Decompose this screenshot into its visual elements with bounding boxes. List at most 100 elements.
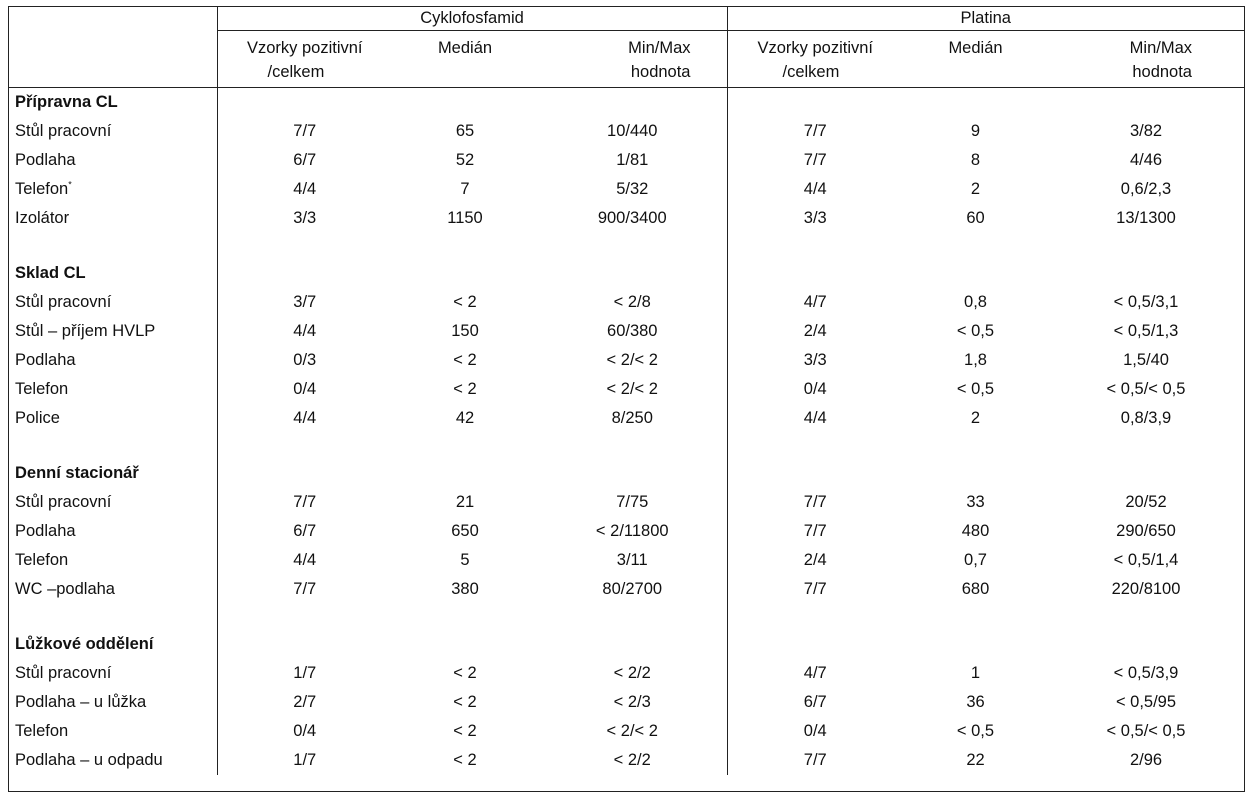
cyclo-median-cell: 5: [460, 551, 470, 569]
cyclo-positive-cell: 1/7: [216, 659, 392, 688]
platina-minmax-cell: 3/82: [1129, 122, 1163, 140]
cyclo-median-cell: < 2: [453, 380, 477, 398]
row-label: Telefon: [9, 375, 217, 404]
cyclo-median-cell: < 2: [453, 664, 477, 682]
row-label: Telefon*: [9, 175, 217, 204]
cyclo-positive-cell: 4/4: [216, 546, 392, 575]
platina-median-cell: 60: [966, 209, 985, 227]
cyclo-median-cell: 380: [451, 580, 479, 598]
platina-minmax-cell: 4/46: [1129, 151, 1163, 169]
col-header-cyclo-minmax: Min/Max: [628, 39, 691, 57]
table-row: WC –podlaha 7/7 380 80/2700 7/7 680 220/8100: [9, 575, 1244, 604]
row-label-text: Stůl – příjem HVLP: [15, 322, 156, 340]
platina-minmax-cell: 2/96: [1129, 751, 1163, 769]
cyclo-median-cell: < 2: [453, 751, 477, 769]
platina-median-cell: 1,8: [964, 351, 987, 369]
col-header-cyclo-minmax-line2: hodnota: [538, 58, 727, 88]
cyclo-minmax-cell: 900/3400: [597, 209, 667, 227]
cyclo-minmax-cell: 10/440: [607, 122, 658, 140]
row-label-text: Podlaha – u odpadu: [15, 751, 163, 769]
section-spacer: [9, 433, 1244, 459]
cyclo-median-cell: 65: [455, 122, 475, 140]
cyclo-minmax-cell: < 2/8: [613, 293, 651, 311]
cyclo-median-cell: 52: [455, 151, 475, 169]
row-label-text: Podlaha: [15, 151, 76, 169]
platina-median-cell: 0,7: [964, 551, 987, 569]
platina-minmax-cell: < 0,5/1,3: [1113, 322, 1179, 340]
row-label-text: Stůl pracovní: [15, 293, 112, 311]
section-spacer: [9, 604, 1244, 630]
row-label: Telefon: [9, 717, 217, 746]
table-row: Podlaha – u odpadu 1/7 < 2 < 2/2 7/7 22 2/96: [9, 746, 1244, 775]
row-label: Izolátor: [9, 204, 217, 233]
col-header-platina-minmax-line2: hodnota: [1048, 58, 1244, 88]
group-header-cyclophosphamide: Cyklofosfamid: [216, 7, 727, 31]
platina-positive-cell: 4/4: [726, 404, 903, 433]
platina-positive-cell: 7/7: [726, 517, 903, 546]
table-row: Stůl – příjem HVLP 4/4 150 60/380 2/4 < 0,5 < …: [9, 317, 1244, 346]
section-title: Přípravna CL: [15, 93, 118, 111]
platina-positive-cell: 2/4: [726, 317, 903, 346]
cyclo-median-cell: 150: [451, 322, 479, 340]
cyclo-positive-cell: 1/7: [216, 746, 392, 775]
platina-median-cell: 33: [966, 493, 985, 511]
table-row: Stůl pracovní 7/7 21 7/75 7/7 33 20/52: [9, 488, 1244, 517]
row-label-text: Podlaha – u lůžka: [15, 693, 147, 711]
cyclo-positive-cell: 6/7: [216, 146, 392, 175]
table-row: Telefon* 4/4 7 5/32 4/4 2 0,6/2,3: [9, 175, 1244, 204]
table-row: Izolátor 3/3 1150 900/3400 3/3 60 13/1300: [9, 204, 1244, 233]
cyclo-minmax-cell: 5/32: [616, 180, 649, 198]
row-label-text: Stůl pracovní: [15, 122, 112, 140]
platina-positive-cell: 7/7: [726, 746, 903, 775]
cyclo-median-cell: < 2: [453, 693, 477, 711]
platina-median-cell: 8: [970, 151, 981, 169]
row-label: Stůl pracovní: [9, 117, 217, 146]
cyclo-minmax-cell: 7/75: [616, 493, 649, 511]
cyclo-positive-cell: 7/7: [216, 117, 392, 146]
cyclo-minmax-cell: < 2/< 2: [606, 351, 658, 369]
platina-minmax-cell: 1,5/40: [1123, 351, 1169, 369]
row-label-text: Izolátor: [15, 209, 70, 227]
cyclo-median-cell: < 2: [453, 722, 477, 740]
cyclo-positive-cell: 0/4: [216, 375, 392, 404]
table-row: Podlaha 0/3 < 2 < 2/< 2 3/3 1,8 1,5/40: [9, 346, 1244, 375]
row-label: Stůl pracovní: [9, 659, 217, 688]
cyclo-median-cell: 21: [455, 493, 475, 511]
cyclo-median-cell: 42: [455, 409, 475, 427]
col-header-cyclo-samples: Vzorky pozitivní: [216, 30, 392, 58]
section-title: Lůžkové oddělení: [15, 635, 154, 653]
section-header-row: Lůžkové oddělení: [9, 630, 1244, 659]
cyclo-median-cell: < 2: [453, 351, 477, 369]
cyclo-minmax-cell: < 2/11800: [595, 522, 669, 540]
platina-minmax-cell: < 0,5/95: [1115, 693, 1177, 711]
cyclo-median-cell: 7: [460, 180, 470, 198]
platina-positive-cell: 0/4: [726, 375, 903, 404]
platina-median-cell: 36: [966, 693, 985, 711]
row-label: Podlaha – u lůžka: [9, 688, 217, 717]
cyclo-positive-cell: 7/7: [216, 575, 392, 604]
platina-median-cell: 2: [970, 180, 981, 198]
row-label: Stůl – příjem HVLP: [9, 317, 217, 346]
platina-positive-cell: 6/7: [726, 688, 903, 717]
row-label: Podlaha: [9, 517, 217, 546]
row-label-text: Telefon: [15, 380, 69, 398]
section-title: Denní stacionář: [15, 464, 139, 482]
cyclo-positive-cell: 2/7: [216, 688, 392, 717]
platina-minmax-cell: < 0,5/< 0,5: [1106, 722, 1186, 740]
row-label-text: Stůl pracovní: [15, 493, 112, 511]
platina-median-cell: 2: [970, 409, 981, 427]
table-row: Telefon 0/4 < 2 < 2/< 2 0/4 < 0,5 < 0,5/< 0,5: [9, 717, 1244, 746]
platina-minmax-cell: < 0,5/< 0,5: [1106, 380, 1186, 398]
table-row: Stůl pracovní 3/7 < 2 < 2/8 4/7 0,8 < 0,5/3,1: [9, 288, 1244, 317]
platina-minmax-cell: < 0,5/1,4: [1113, 551, 1179, 569]
platina-minmax-cell: < 0,5/3,9: [1113, 664, 1179, 682]
cyclo-median-cell: 1150: [447, 209, 483, 227]
table-row: Podlaha 6/7 52 1/81 7/7 8 4/46: [9, 146, 1244, 175]
cyclo-positive-cell: 0/3: [216, 346, 392, 375]
cyclo-positive-cell: 3/3: [216, 204, 392, 233]
col-header-cyclo-median: Medián: [437, 39, 493, 57]
platina-median-cell: 0,8: [964, 293, 987, 311]
table-row: Police 4/4 42 8/250 4/4 2 0,8/3,9: [9, 404, 1244, 433]
platina-minmax-cell: < 0,5/3,1: [1113, 293, 1179, 311]
platina-positive-cell: 3/3: [726, 204, 903, 233]
